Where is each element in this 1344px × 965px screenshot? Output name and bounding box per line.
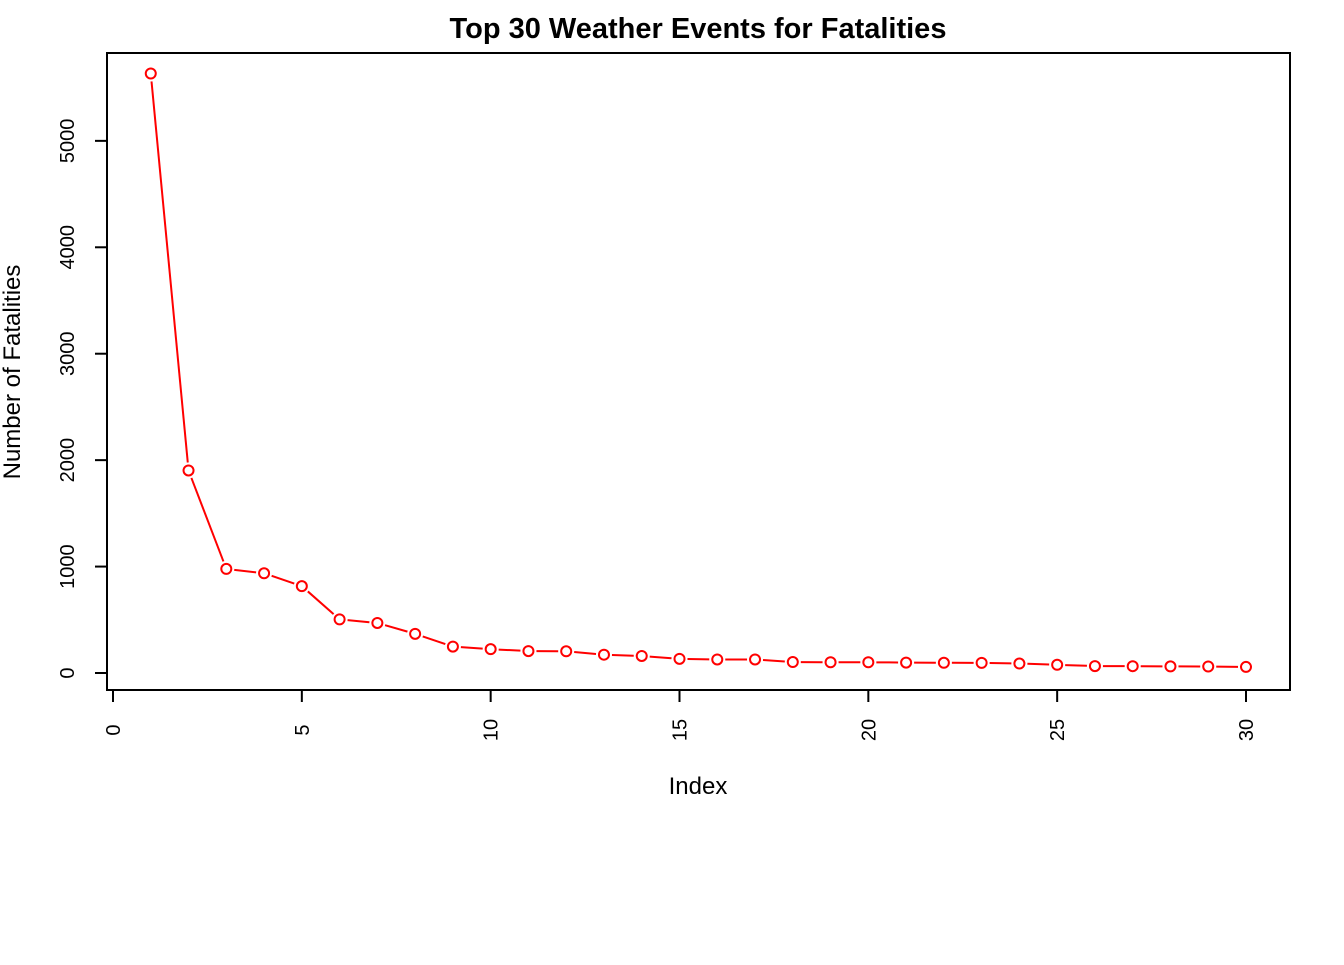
x-tick-label: 10 [481, 719, 503, 741]
data-point [788, 657, 798, 667]
y-tick-label: 5000 [57, 119, 79, 164]
chart-title: Top 30 Weather Events for Fatalities [450, 13, 947, 45]
data-point [1165, 661, 1175, 671]
data-point [712, 654, 722, 664]
series-segment [308, 591, 334, 614]
data-point [863, 657, 873, 667]
data-point [939, 658, 949, 668]
x-tick-label: 25 [1047, 719, 1069, 741]
data-point [1203, 662, 1213, 672]
data-point [146, 68, 156, 78]
data-point [221, 564, 231, 574]
x-tick-label: 5 [292, 724, 314, 735]
data-point [901, 658, 911, 668]
data-point [372, 618, 382, 628]
series-segment [612, 655, 634, 656]
data-point [637, 651, 647, 661]
data-point [561, 646, 571, 656]
data-point [826, 657, 836, 667]
y-axis: 0 1000 2000 3000 4000 5000 [57, 119, 107, 679]
data-point [259, 568, 269, 578]
x-axis-label: Index [669, 773, 728, 800]
series-segment [385, 625, 407, 631]
series-layer [146, 68, 1251, 671]
series-segment [461, 647, 483, 648]
data-point [1052, 660, 1062, 670]
series-segment [423, 636, 446, 644]
data-point [1128, 661, 1138, 671]
y-tick-label: 0 [57, 667, 79, 678]
series-segment [348, 620, 370, 622]
data-point [335, 614, 345, 624]
x-tick-label: 30 [1236, 719, 1258, 741]
series-segment [191, 478, 223, 562]
series-segment [234, 570, 256, 573]
x-tick-label: 0 [103, 724, 125, 735]
data-point [523, 646, 533, 656]
plot-frame [107, 53, 1290, 690]
data-point [1014, 659, 1024, 669]
series-segment [272, 576, 295, 584]
data-point [184, 465, 194, 475]
y-tick-label: 1000 [57, 544, 79, 589]
y-tick-label: 3000 [57, 331, 79, 376]
data-point [486, 644, 496, 654]
data-point [977, 658, 987, 668]
series-segment [574, 652, 596, 654]
data-point [1090, 661, 1100, 671]
series-segment [650, 657, 672, 659]
series-segment [1065, 665, 1087, 666]
data-point [297, 581, 307, 591]
y-tick-label: 2000 [57, 438, 79, 483]
series-segment [152, 81, 188, 462]
series-segment [499, 650, 521, 651]
y-axis-label: Number of Fatalities [0, 265, 26, 480]
data-point [448, 642, 458, 652]
data-point [750, 654, 760, 664]
data-point [1241, 662, 1251, 672]
x-axis: 0 5 10 15 20 25 30 [103, 690, 1258, 741]
data-point [410, 629, 420, 639]
data-point [599, 650, 609, 660]
x-tick-label: 20 [858, 719, 880, 741]
series-segment [1027, 664, 1049, 665]
data-point [675, 654, 685, 664]
series-segment [763, 660, 785, 661]
y-tick-label: 4000 [57, 225, 79, 269]
x-tick-label: 15 [670, 719, 692, 741]
